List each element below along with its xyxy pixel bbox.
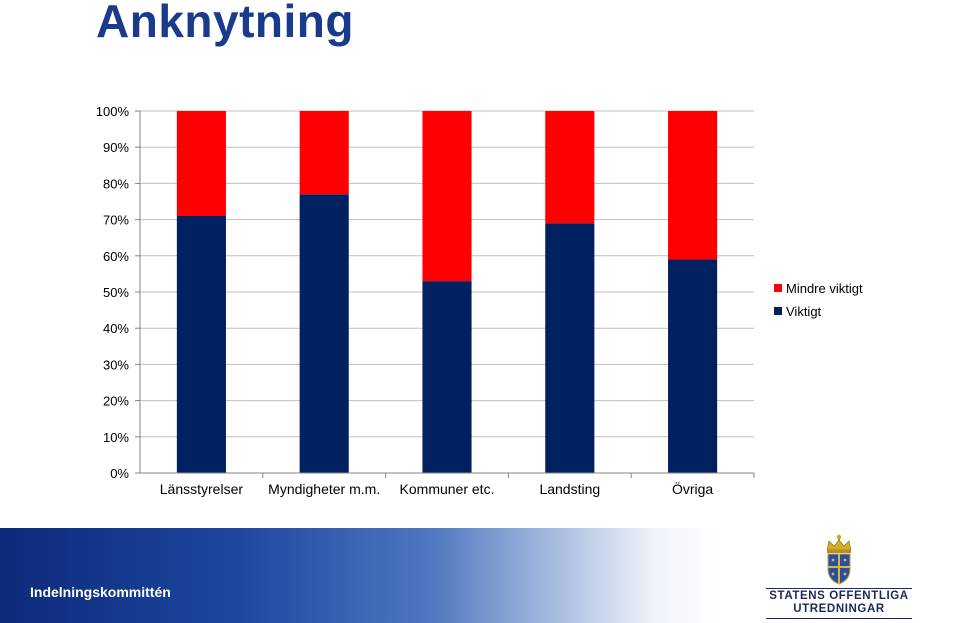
stacked-bar-chart: 0% 10% 20% 30% 40% 50% 60% 70% 80% 90% 100% Länsst… [96,104,863,497]
y-tick-label: 90% [103,140,129,155]
y-tick-label: 70% [103,213,129,228]
crown-shield-icon [826,534,852,585]
bar-segment [422,111,472,282]
legend-swatch [774,284,782,292]
bar-segment [668,259,718,473]
bar-segment [668,111,718,260]
bars [176,111,718,474]
x-axis: Länsstyrelser Myndigheter m.m. Kommuner et… [140,472,755,497]
y-tick-label: 50% [103,285,129,300]
x-tick-label: Länsstyrelser [160,481,244,497]
footer-label: Indelningskommittén [30,584,171,600]
legend-swatch [774,307,782,315]
bar-segment [299,111,349,195]
legend-label: Mindre viktigt [786,281,863,296]
y-tick-label: 0% [110,466,129,481]
x-tick-label: Övriga [672,480,713,497]
y-tick-label: 100% [96,104,130,119]
x-tick-label: Kommuner etc. [400,481,495,497]
logo-line-1: STATENS OFFENTLIGA [769,590,909,602]
y-tick-label: 30% [103,357,129,372]
bar-segment [422,281,472,473]
x-tick-label: Myndigheter m.m. [268,481,380,497]
y-tick-label: 40% [103,321,129,336]
footer-band: Indelningskommittén STATENS OFFENTLIGA U… [0,528,960,623]
bar-segment [545,223,595,473]
bar-segment [299,194,349,473]
legend: Mindre viktigt Viktigt [774,281,863,319]
bar-segment [176,215,226,474]
bar-segment [545,111,595,224]
sou-logo: STATENS OFFENTLIGA UTREDNINGAR [766,534,912,620]
y-axis: 0% 10% 20% 30% 40% 50% 60% 70% 80% 90% 100% [96,104,141,481]
y-tick-label: 20% [103,394,129,409]
bar-segment [176,111,226,216]
legend-label: Viktigt [786,304,822,319]
x-tick-label: Landsting [539,481,600,497]
page-title: Anknytning [96,0,354,47]
y-tick-label: 80% [103,176,129,191]
y-tick-label: 10% [103,430,129,445]
logo-line-2: UTREDNINGAR [793,603,885,615]
y-tick-label: 60% [103,249,129,264]
